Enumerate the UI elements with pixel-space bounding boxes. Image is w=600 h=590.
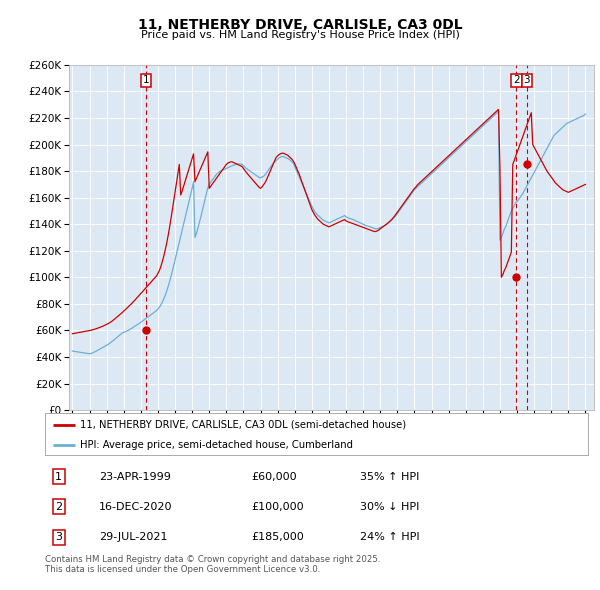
Text: Contains HM Land Registry data © Crown copyright and database right 2025.: Contains HM Land Registry data © Crown c… <box>45 555 380 563</box>
Text: £60,000: £60,000 <box>251 472 297 481</box>
Text: 3: 3 <box>55 532 62 542</box>
Text: £100,000: £100,000 <box>251 502 304 512</box>
Text: 1: 1 <box>55 472 62 481</box>
Text: Price paid vs. HM Land Registry's House Price Index (HPI): Price paid vs. HM Land Registry's House … <box>140 30 460 40</box>
Text: 16-DEC-2020: 16-DEC-2020 <box>100 502 173 512</box>
Text: 2: 2 <box>513 76 520 86</box>
Text: 1: 1 <box>143 76 149 86</box>
Text: This data is licensed under the Open Government Licence v3.0.: This data is licensed under the Open Gov… <box>45 565 320 574</box>
Text: £185,000: £185,000 <box>251 532 304 542</box>
Text: 11, NETHERBY DRIVE, CARLISLE, CA3 0DL (semi-detached house): 11, NETHERBY DRIVE, CARLISLE, CA3 0DL (s… <box>80 420 406 430</box>
Text: 11, NETHERBY DRIVE, CARLISLE, CA3 0DL: 11, NETHERBY DRIVE, CARLISLE, CA3 0DL <box>137 18 463 32</box>
Text: 30% ↓ HPI: 30% ↓ HPI <box>360 502 419 512</box>
Text: HPI: Average price, semi-detached house, Cumberland: HPI: Average price, semi-detached house,… <box>80 440 353 450</box>
Text: 3: 3 <box>524 76 530 86</box>
Text: 35% ↑ HPI: 35% ↑ HPI <box>360 472 419 481</box>
Text: 24% ↑ HPI: 24% ↑ HPI <box>360 532 419 542</box>
Text: 29-JUL-2021: 29-JUL-2021 <box>100 532 168 542</box>
Text: 23-APR-1999: 23-APR-1999 <box>100 472 171 481</box>
Text: 2: 2 <box>55 502 62 512</box>
